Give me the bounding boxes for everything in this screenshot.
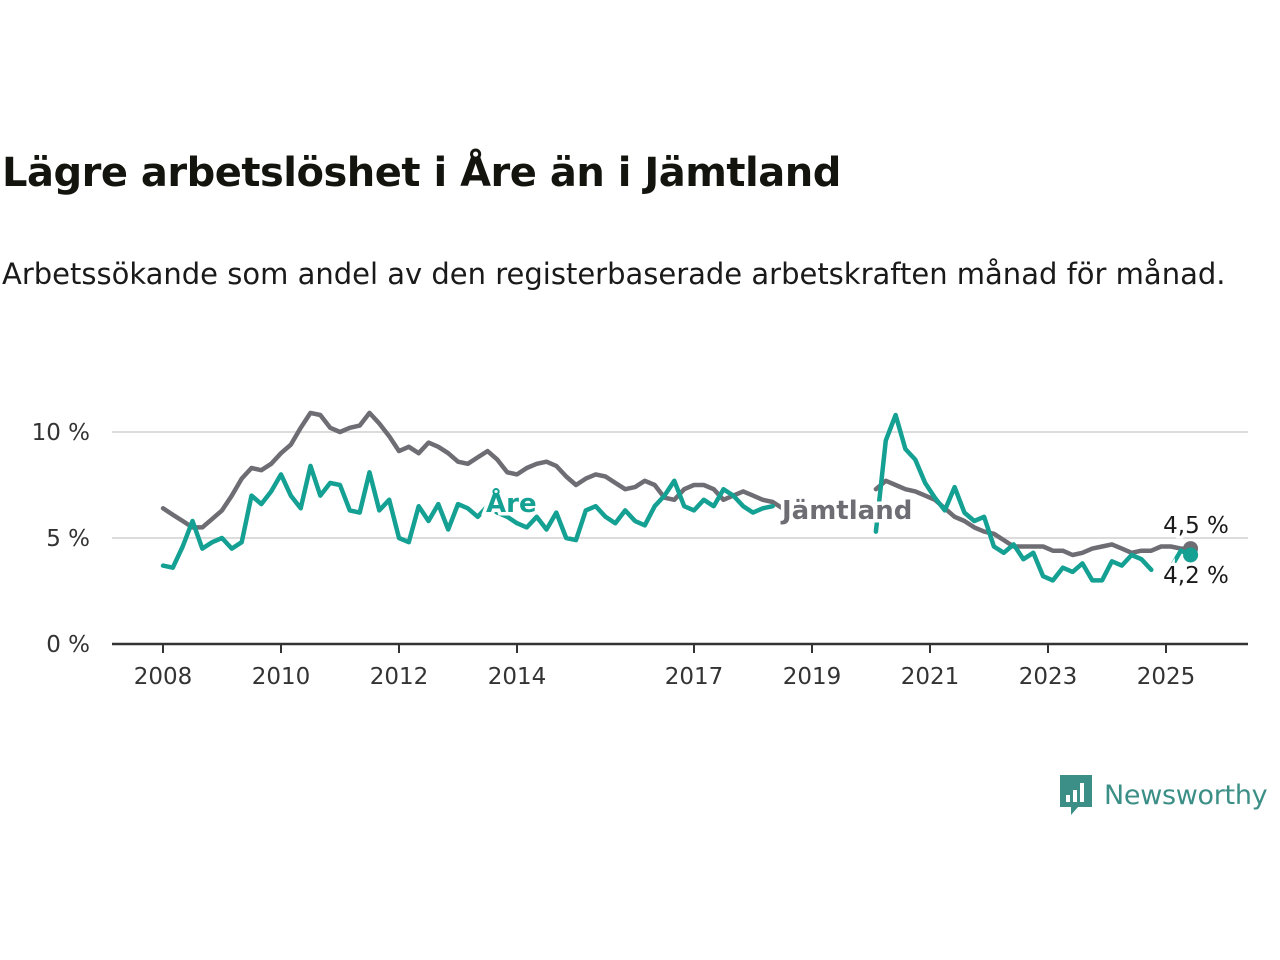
brand-name: Newsworthy xyxy=(1104,779,1268,811)
x-tick-label: 2017 xyxy=(665,664,724,690)
x-tick-label: 2008 xyxy=(134,664,193,690)
y-axis-ticks: 0 % 5 % 10 % xyxy=(32,420,90,658)
x-tick-label: 2012 xyxy=(370,664,429,690)
grid-lines xyxy=(112,431,1248,539)
end-point-marker xyxy=(1183,547,1199,563)
series-line-1 xyxy=(160,463,775,570)
y-tick-label: 0 % xyxy=(46,632,90,658)
brand[interactable]: Newsworthy xyxy=(1058,773,1268,817)
series-name-label: Jämtland xyxy=(780,496,912,526)
x-tick-label: 2010 xyxy=(252,664,311,690)
x-tick-label: 2021 xyxy=(901,664,960,690)
x-axis: 2008 2010 2012 2014 2017 2019 2021 2023 2025 xyxy=(112,642,1248,690)
series-line-0 xyxy=(873,478,1193,558)
chart-subtitle: Arbetssökande som andel av den registerb… xyxy=(2,257,1226,291)
end-value-label: 4,5 % xyxy=(1163,513,1229,539)
y-tick-label: 10 % xyxy=(32,420,90,446)
series-lines xyxy=(160,410,1199,583)
x-tick-label: 2023 xyxy=(1019,664,1078,690)
x-tick-label: 2019 xyxy=(783,664,842,690)
x-tick-label: 2025 xyxy=(1137,664,1196,690)
newsworthy-logo-icon xyxy=(1060,775,1092,815)
y-tick-label: 5 % xyxy=(46,526,90,552)
x-tick-label: 2014 xyxy=(488,664,547,690)
end-value-label: 4,2 % xyxy=(1163,563,1229,589)
series-line-1 xyxy=(873,412,1154,583)
line-chart: 0 % 5 % 10 % Jämtland Åre 4,5 % 4,2 % 2008 201… xyxy=(32,410,1248,690)
series-name-label: Åre xyxy=(486,487,537,519)
chart-title: Lägre arbetslöshet i Åre än i Jämtland xyxy=(2,150,841,196)
series-labels: Jämtland Åre 4,5 % 4,2 % xyxy=(483,484,1232,593)
